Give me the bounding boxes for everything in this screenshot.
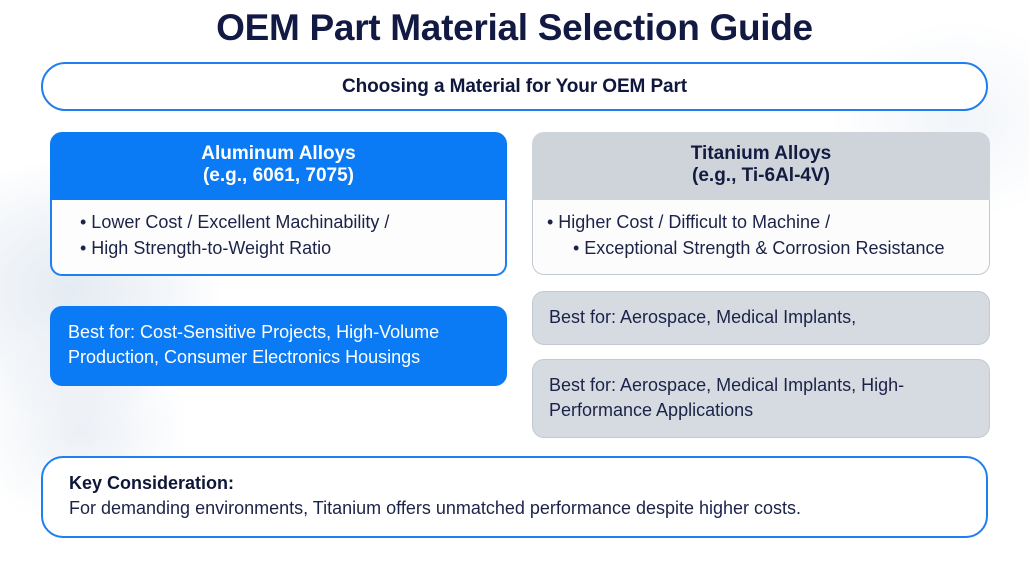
card-body-titanium: • Higher Cost / Difficult to Machine / •… [532,199,990,275]
column-aluminum: Aluminum Alloys (e.g., 6061, 7075) • Low… [50,132,507,386]
material-columns: Aluminum Alloys (e.g., 6061, 7075) • Low… [0,132,1029,439]
column-titanium: Titanium Alloys (e.g., Ti-6Al-4V) • High… [532,132,990,439]
key-consideration-label: Key Consideration: [69,473,235,494]
bullet-item: • Lower Cost / Excellent Machinability / [80,211,390,232]
card-header-aluminum-line1: Aluminum Alloys [201,143,356,164]
card-header-titanium-line1: Titanium Alloys [690,143,832,164]
subtitle-pill: Choosing a Material for Your OEM Part [41,62,988,111]
card-titanium: Titanium Alloys (e.g., Ti-6Al-4V) • High… [532,132,990,275]
card-header-titanium-line2: (e.g., Ti-6Al-4V) [692,165,830,187]
key-consideration-box: Key Consideration: For demanding environ… [41,456,988,538]
best-for-titanium-short: Best for: Aerospace, Medical Implants, [532,290,990,345]
best-for-aluminum: Best for: Cost-Sensitive Projects, High-… [50,305,507,386]
card-header-aluminum-line2: (e.g., 6061, 7075) [202,165,355,187]
bullet-item: • High Strength-to-Weight Ratio [80,237,332,258]
card-aluminum: Aluminum Alloys (e.g., 6061, 7075) • Low… [50,132,507,276]
bullet-item: • Higher Cost / Difficult to Machine / [547,211,831,232]
bullet-item: • Exceptional Strength & Corrosion Resis… [573,237,945,258]
subtitle-text: Choosing a Material for Your OEM Part [341,75,688,97]
key-consideration-text: For demanding environments, Titanium off… [69,498,802,519]
page-title: OEM Part Material Selection Guide [216,7,813,48]
card-header-titanium: Titanium Alloys (e.g., Ti-6Al-4V) [532,132,990,200]
best-for-titanium-full: Best for: Aerospace, Medical Implants, H… [532,358,990,439]
card-header-aluminum: Aluminum Alloys (e.g., 6061, 7075) [50,132,507,200]
card-body-aluminum: • Lower Cost / Excellent Machinability /… [50,199,507,276]
